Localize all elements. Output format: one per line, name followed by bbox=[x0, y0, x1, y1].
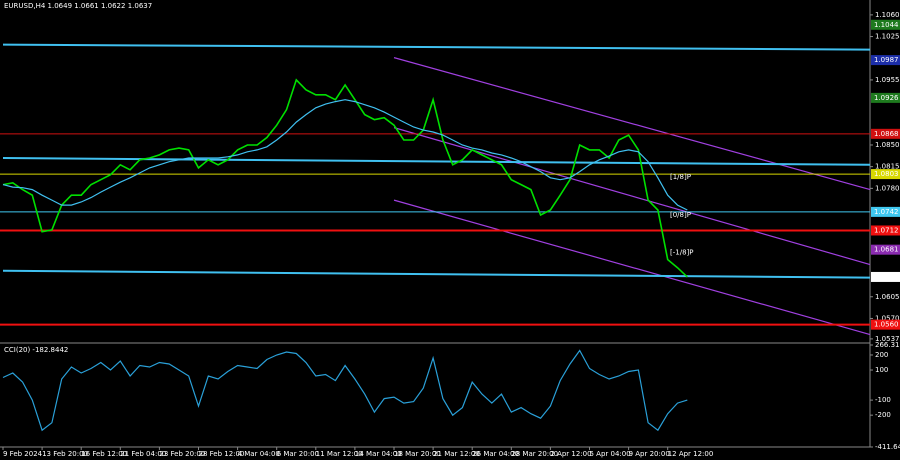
y-tick-label: 1.0605 bbox=[875, 293, 900, 301]
y-tick-label: 1.0955 bbox=[875, 76, 900, 84]
y-tick-label: 1.0570 bbox=[875, 314, 900, 322]
level-box bbox=[871, 92, 900, 103]
y-tick-label: 1.0850 bbox=[875, 141, 900, 149]
level-label: 1.0712 bbox=[874, 226, 899, 234]
level-label: 1.0742 bbox=[874, 208, 899, 216]
x-tick-label: 28 Mar 20:00 bbox=[511, 450, 558, 458]
level-box bbox=[871, 225, 900, 236]
level-label: 1.0926 bbox=[874, 94, 899, 102]
level-label: 1.0637 bbox=[874, 273, 899, 281]
y-tick-label: -200 bbox=[875, 411, 891, 419]
x-tick-label: 28 Feb 12:00 bbox=[199, 450, 245, 458]
y-tick-label: 266.3154 bbox=[875, 341, 900, 349]
level-label: 1.0987 bbox=[874, 56, 899, 64]
x-tick-label: 21 Mar 12:00 bbox=[433, 450, 480, 458]
trend-line bbox=[393, 199, 871, 336]
level-label: 1.0560 bbox=[874, 321, 899, 329]
y-tick-label: 1.0537 bbox=[875, 335, 900, 343]
level-box bbox=[871, 128, 900, 139]
y-tick-label: 1.0815 bbox=[875, 163, 900, 171]
level-label: 1.1044 bbox=[874, 21, 899, 29]
indicator-title: CCI(20) -182.8442 bbox=[4, 346, 68, 354]
level-tag: [0/8]P bbox=[670, 211, 691, 219]
series-line bbox=[2, 349, 688, 432]
y-tick-label: 1.1060 bbox=[875, 11, 900, 19]
x-tick-label: 18 Mar 20:00 bbox=[394, 450, 441, 458]
x-tick-label: 21 Feb 04:00 bbox=[120, 450, 166, 458]
chart-title: EURUSD,H4 1.0649 1.0661 1.0622 1.0637 bbox=[4, 2, 152, 10]
level-label: 1.0681 bbox=[874, 246, 899, 254]
x-tick-label: 9 Apr 20:00 bbox=[629, 450, 670, 458]
trend-line bbox=[2, 43, 871, 51]
x-tick-label: 2 Apr 12:00 bbox=[550, 450, 591, 458]
x-tick-label: 26 Mar 04:00 bbox=[472, 450, 519, 458]
level-box bbox=[871, 244, 900, 255]
y-tick-label: 200 bbox=[875, 351, 888, 359]
x-tick-label: 5 Apr 04:00 bbox=[590, 450, 631, 458]
level-box bbox=[871, 19, 900, 30]
x-tick-label: 13 Feb 20:00 bbox=[42, 450, 88, 458]
trend-line bbox=[2, 269, 871, 279]
level-tag: [-1/8]P bbox=[670, 249, 693, 257]
level-box bbox=[871, 169, 900, 180]
level-tag: [1/8]P bbox=[670, 173, 691, 181]
trend-line bbox=[393, 57, 871, 191]
level-label: 1.0868 bbox=[874, 130, 899, 138]
x-tick-label: 12 Apr 12:00 bbox=[668, 450, 714, 458]
x-tick-label: 16 Feb 12:00 bbox=[81, 450, 127, 458]
y-tick-label: 100 bbox=[875, 366, 888, 374]
series-line bbox=[2, 78, 688, 278]
level-box bbox=[871, 55, 900, 66]
y-tick-label: 1.0780 bbox=[875, 184, 900, 192]
x-tick-label: 23 Feb 20:00 bbox=[159, 450, 205, 458]
level-box bbox=[871, 319, 900, 330]
level-box bbox=[871, 271, 900, 282]
x-tick-label: 9 Feb 2024 bbox=[3, 450, 43, 458]
y-tick-label: 1.1025 bbox=[875, 33, 900, 41]
y-tick-label: -100 bbox=[875, 396, 891, 404]
series-line bbox=[2, 99, 688, 211]
y-tick-label: -411.643 bbox=[875, 443, 900, 451]
x-tick-label: 11 Mar 12:00 bbox=[316, 450, 363, 458]
x-tick-label: 4 Mar 04:00 bbox=[238, 450, 280, 458]
level-label: 1.0803 bbox=[874, 170, 899, 178]
x-tick-label: 14 Mar 04:00 bbox=[355, 450, 402, 458]
x-tick-label: 6 Mar 20:00 bbox=[277, 450, 319, 458]
level-box bbox=[871, 206, 900, 217]
